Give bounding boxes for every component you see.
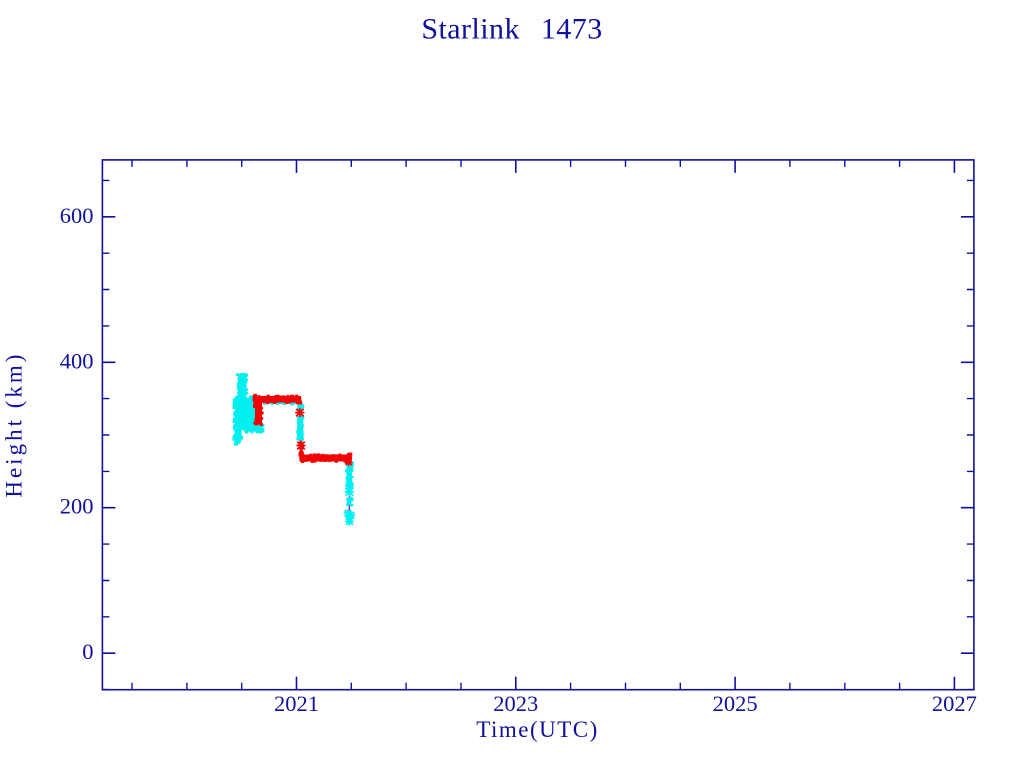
svg-text:0: 0: [82, 639, 93, 664]
svg-text:2025: 2025: [713, 691, 758, 716]
svg-text:200: 200: [60, 494, 94, 519]
svg-text:Time(UTC): Time(UTC): [476, 717, 599, 742]
svg-text:2023: 2023: [493, 691, 538, 716]
svg-text:2027: 2027: [932, 691, 977, 716]
svg-text:Starlink 1473: Starlink 1473: [421, 13, 602, 46]
svg-text:600: 600: [60, 203, 94, 228]
svg-text:400: 400: [60, 348, 94, 373]
svg-text:2021: 2021: [274, 691, 319, 716]
svg-text:Height (km): Height (km): [2, 352, 27, 498]
